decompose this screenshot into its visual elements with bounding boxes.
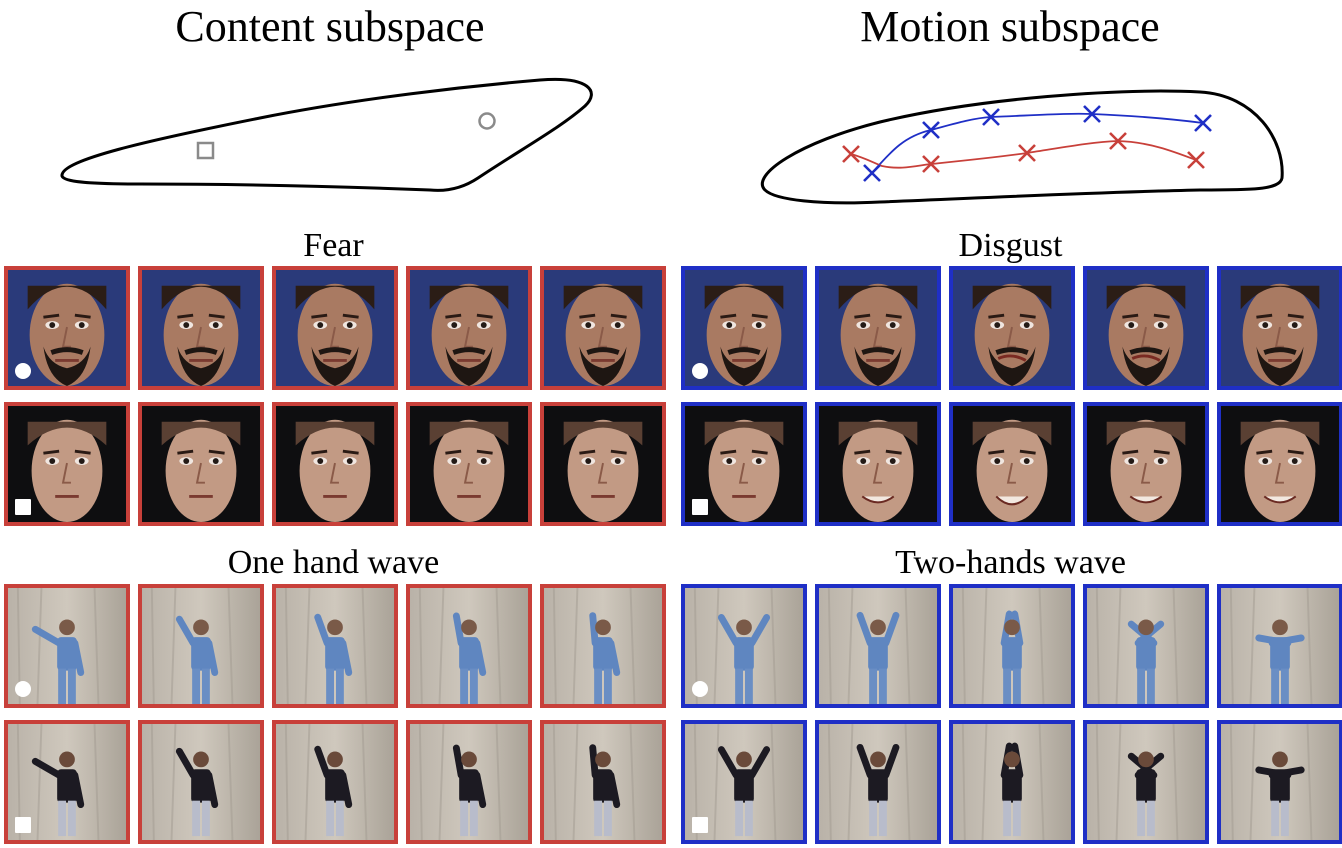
square-marker-icon: [692, 499, 708, 515]
two-hands-wave-person-in-black-frame-1: [681, 720, 807, 844]
red-trajectory: [850, 140, 1197, 169]
disgust-woman-frame-5: [1217, 402, 1342, 526]
one-hand-wave-person-in-black-frame-5: [540, 720, 666, 844]
disgust-bearded-man-frame-4: [1083, 266, 1209, 390]
two-hands-wave-person-in-blue-frame-5: [1217, 584, 1342, 708]
one-hand-wave-person-in-blue-frame-3: [272, 584, 398, 708]
square-marker-icon: [692, 817, 708, 833]
two-hands-wave-person-in-black-frame-3: [949, 720, 1075, 844]
fear-woman-frame-5: [540, 402, 666, 526]
one-hand-wave-person-in-black-frame-3: [272, 720, 398, 844]
disgust-bearded-man-frame-3: [949, 266, 1075, 390]
group-label-fear: Fear: [303, 227, 364, 264]
one-hand-wave-person-in-blue-frame-1: [4, 584, 130, 708]
one-hand-wave-person-in-blue-frame-5: [540, 584, 666, 708]
two-hands-wave-person-in-black-frame-2: [815, 720, 941, 844]
circle-marker-icon: [692, 363, 708, 379]
one-hand-wave-person-in-blue-frame-4: [406, 584, 532, 708]
fear-bearded-man-frame-5: [540, 266, 666, 390]
one-hand-wave-person-in-blue-frame-2: [138, 584, 264, 708]
content-square-marker: [196, 141, 215, 160]
two-hands-wave-person-in-black-frame-5: [1217, 720, 1342, 844]
content-subspace-title: Content subspace: [175, 2, 485, 51]
group-label-two-hands-wave: Two-hands wave: [895, 544, 1126, 581]
circle-marker-icon: [692, 681, 708, 697]
two-hands-wave-person-in-black-frame-4: [1083, 720, 1209, 844]
fear-woman-frame-1: [4, 402, 130, 526]
blue-trajectory: [871, 112, 1204, 174]
square-marker-icon: [15, 817, 31, 833]
fear-bearded-man-frame-1: [4, 266, 130, 390]
one-hand-wave-person-in-black-frame-1: [4, 720, 130, 844]
fear-woman-frame-3: [272, 402, 398, 526]
fear-bearded-man-frame-2: [138, 266, 264, 390]
group-label-one-hand-wave: One hand wave: [227, 544, 440, 581]
disgust-woman-frame-4: [1083, 402, 1209, 526]
disgust-bearded-man-frame-5: [1217, 266, 1342, 390]
two-hands-wave-person-in-blue-frame-1: [681, 584, 807, 708]
fear-woman-frame-4: [406, 402, 532, 526]
fear-bearded-man-frame-3: [272, 266, 398, 390]
fear-woman-frame-2: [138, 402, 264, 526]
one-hand-wave-person-in-black-frame-2: [138, 720, 264, 844]
one-hand-wave-person-in-black-frame-4: [406, 720, 532, 844]
two-hands-wave-person-in-blue-frame-3: [949, 584, 1075, 708]
disgust-bearded-man-frame-1: [681, 266, 807, 390]
motion-subspace-blob: [761, 89, 1284, 205]
disgust-woman-frame-2: [815, 402, 941, 526]
disgust-bearded-man-frame-2: [815, 266, 941, 390]
red-crosses: [842, 132, 1205, 173]
disgust-woman-frame-3: [949, 402, 1075, 526]
disgust-woman-frame-1: [681, 402, 807, 526]
blue-crosses: [863, 105, 1212, 182]
circle-marker-icon: [15, 363, 31, 379]
content-subspace-blob: [60, 77, 593, 192]
square-marker-icon: [15, 499, 31, 515]
subspace-diagrams: [60, 77, 1284, 205]
fear-bearded-man-frame-4: [406, 266, 532, 390]
two-hands-wave-person-in-blue-frame-4: [1083, 584, 1209, 708]
content-circle-marker: [478, 112, 496, 130]
motion-subspace-title: Motion subspace: [860, 2, 1160, 51]
circle-marker-icon: [15, 681, 31, 697]
two-hands-wave-person-in-blue-frame-2: [815, 584, 941, 708]
group-label-disgust: Disgust: [958, 227, 1063, 264]
